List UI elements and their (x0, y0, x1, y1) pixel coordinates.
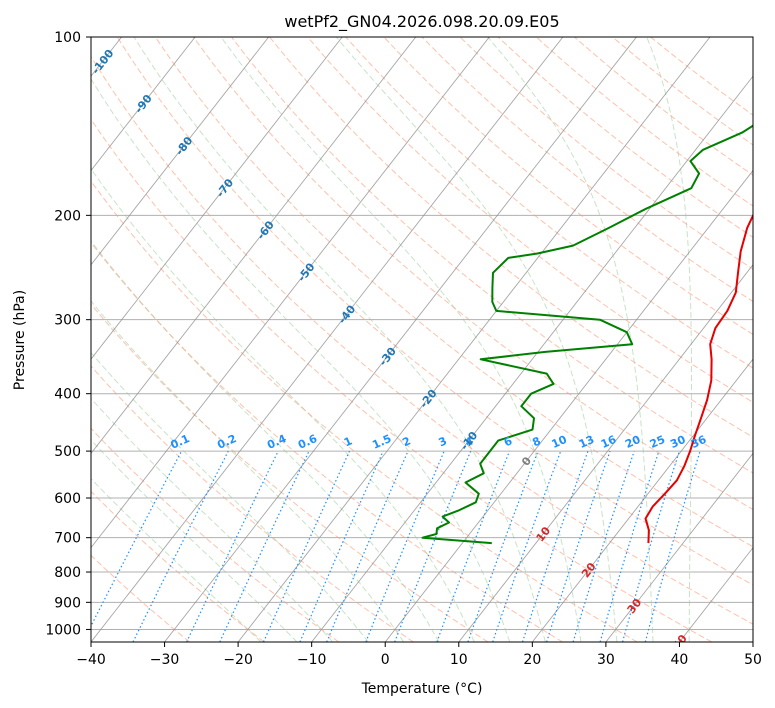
mixing-ratio-line (644, 450, 701, 642)
dry-adiabat (91, 55, 753, 625)
moist-adiabat (646, 37, 692, 642)
dry-adiabat (91, 303, 489, 642)
x-tick-label: −10 (297, 652, 327, 668)
mixing-ratio-line (622, 450, 680, 642)
mixing-ratio-label: 13 (577, 433, 596, 451)
dry-adiabat (116, 37, 753, 586)
mixing-ratio-label: 16 (599, 433, 619, 451)
dry-adiabat (91, 490, 265, 642)
mixing-ratio-line (394, 450, 472, 642)
chart-title: wetPf2_GN04.2026.098.20.09.E05 (284, 12, 559, 32)
moist-adiabat (91, 168, 475, 642)
y-tick-label: 600 (54, 491, 81, 507)
y-axis-label: Pressure (hPa) (12, 290, 28, 390)
mixing-ratio-line (572, 450, 635, 642)
background-grid (91, 37, 753, 642)
isotherm-line (458, 264, 753, 642)
mixing-ratio-label: 20 (623, 433, 643, 451)
y-tick-label: 500 (54, 444, 81, 460)
dewpoint-profile (421, 124, 753, 545)
plot-frame (90, 36, 754, 643)
mixing-ratio-line (262, 450, 351, 642)
isotherm-line (531, 358, 753, 642)
moist-adiabat (91, 351, 369, 642)
isotherm-line (91, 37, 196, 172)
x-tick-label: 0 (381, 652, 390, 668)
mixing-ratio-line (132, 450, 229, 642)
y-tick-label: 300 (54, 313, 81, 329)
mixing-ratio-label: 30 (668, 433, 688, 451)
dry-adiabat (91, 427, 340, 642)
mixing-ratio-line (365, 450, 445, 642)
mixing-ratio-label: 10 (550, 433, 570, 451)
y-tick-label: 200 (54, 208, 81, 224)
isotherm-line (91, 37, 343, 360)
isotherm-line (311, 75, 753, 642)
x-tick-label: −20 (223, 652, 253, 668)
moist-adiabat (91, 240, 440, 642)
isotherm-line (237, 37, 711, 642)
dry-adiabat (91, 118, 713, 642)
moist-adiabat (487, 37, 654, 642)
mixing-ratio-line (492, 450, 562, 642)
isotherm-line (91, 37, 270, 266)
x-tick-label: 30 (597, 652, 615, 668)
dry-adiabat (91, 241, 563, 642)
isotherm-line (91, 37, 490, 549)
isotherm-line (91, 37, 564, 642)
dry-adiabat (574, 37, 753, 176)
dry-adiabat (154, 37, 753, 548)
mixing-ratio-line (599, 450, 660, 642)
y-tick-label: 100 (54, 30, 81, 46)
isotherm-label: 40 (670, 632, 690, 652)
mixing-ratio-line (436, 450, 511, 642)
moist-adiabat (335, 37, 618, 642)
y-tick-label: 900 (54, 595, 81, 611)
moist-adiabat (91, 397, 334, 642)
mixing-ratio-line (299, 450, 384, 642)
axes: −40 −30 −20 −10 0 10 20 30 40 50 100 200 300 400 500 60… (45, 30, 762, 668)
mixing-ratio-line (521, 450, 589, 642)
mixing-ratio-line (326, 450, 409, 642)
dry-adiabat (269, 37, 753, 438)
y-tick-label: 700 (54, 531, 81, 547)
mixing-ratio-line (546, 450, 611, 642)
x-tick-label: −40 (76, 652, 106, 668)
x-tick-label: −30 (150, 652, 180, 668)
y-tick-label: 400 (54, 387, 81, 403)
x-axis-label: Temperature (°C) (361, 681, 483, 697)
moist-adiabat (91, 78, 511, 642)
x-tick-label: 50 (744, 652, 762, 668)
x-tick-label: 40 (671, 652, 689, 668)
isotherm-line (91, 37, 417, 455)
dry-adiabat (497, 37, 753, 238)
data-lines (421, 124, 753, 545)
moist-adiabat (91, 439, 298, 642)
isotherm-line (164, 37, 637, 642)
dry-adiabat (535, 37, 753, 207)
temperature-profile (644, 213, 753, 544)
mixing-ratio-line (467, 450, 539, 642)
dry-adiabat (192, 37, 753, 511)
mixing-ratio-label: 36 (689, 433, 709, 451)
y-tick-label: 800 (54, 565, 81, 581)
y-tick-label: 1000 (45, 622, 81, 638)
moist-adiabat (133, 37, 546, 642)
mixing-ratio-label: 25 (648, 433, 667, 451)
x-tick-label: 20 (523, 652, 541, 668)
isotherm-line (605, 452, 753, 642)
x-tick-label: 10 (450, 652, 468, 668)
